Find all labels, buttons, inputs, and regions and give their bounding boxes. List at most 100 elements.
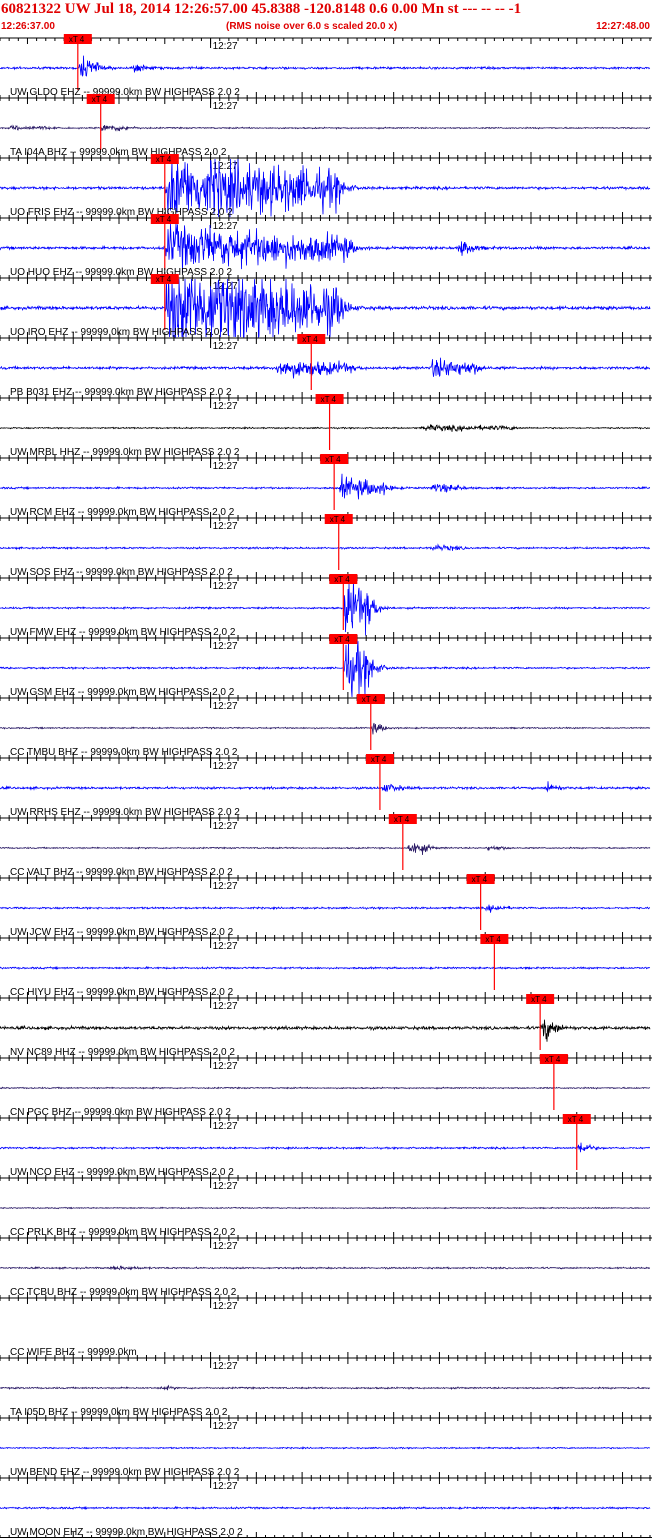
minute-tick-label: 12:27 [213, 221, 238, 232]
pick-box [150, 214, 179, 224]
trace-waveform [0, 843, 651, 856]
station-label: UW GLDO EHZ -- 99999.0km BW HIGHPASS 2.0… [10, 87, 240, 98]
trace-waveform [0, 1265, 651, 1271]
pick-box [329, 574, 358, 584]
trace-waveform [0, 222, 651, 274]
pick-label: xT 4 [472, 875, 488, 884]
station-label: UW MRBL HHZ -- 99999.0km BW HIGHPASS 2.0… [10, 447, 240, 458]
trace-waveform [0, 1505, 651, 1511]
pick-label: xT 4 [156, 275, 172, 284]
start-time: 12:26:37.00 [1, 21, 55, 32]
minute-tick-label: 12:27 [213, 41, 238, 52]
minute-tick-label: 12:27 [213, 761, 238, 772]
pick-box [324, 514, 353, 524]
trace-waveform [0, 424, 651, 432]
trace-waveform [0, 473, 651, 500]
station-label: UW SOS EHZ -- 99999.0km BW HIGHPASS 2.0 … [10, 567, 233, 578]
minute-tick-label: 12:27 [213, 641, 238, 652]
noise-note: (RMS noise over 6.0 s scaled 20.0 x) [226, 21, 398, 32]
minute-tick-label: 12:27 [213, 101, 238, 112]
minute-tick-label: 12:27 [213, 1181, 238, 1192]
trace-waveform [0, 357, 651, 379]
trace-waveform [0, 904, 651, 913]
pick-box [356, 694, 385, 704]
trace-waveform [0, 543, 651, 552]
station-label: UO HUO EHZ -- 99999.0km BW HIGHPASS 2.0 … [10, 267, 233, 278]
pick-box [480, 934, 509, 944]
minute-tick-label: 12:27 [213, 1241, 238, 1252]
station-label: UO FRIS EHZ -- 99999.0km BW HIGHPASS 2.0… [10, 207, 233, 218]
pick-label: xT 4 [485, 935, 501, 944]
pick-label: xT 4 [568, 1115, 584, 1124]
station-label: PB B031 EHZ -- 99999.0km BW HIGHPASS 2.0… [10, 387, 232, 398]
pick-label: xT 4 [531, 995, 547, 1004]
pick-label: xT 4 [156, 215, 172, 224]
trace-waveform [0, 1019, 651, 1042]
trace-waveform [0, 1086, 651, 1090]
station-label: CC TMBU BHZ -- 99999.0km BW HIGHPASS 2.0… [10, 747, 238, 758]
station-label: CC WIFE BHZ -- 99999.0km [10, 1347, 137, 1358]
pick-label: xT 4 [69, 35, 85, 44]
trace-waveform [0, 1445, 651, 1450]
minute-tick-label: 12:27 [213, 1481, 238, 1492]
pick-label: xT 4 [371, 755, 387, 764]
minute-tick-label: 12:27 [213, 941, 238, 952]
pick-label: xT 4 [330, 515, 346, 524]
end-time: 12:27:48.00 [596, 21, 650, 32]
pick-label: xT 4 [302, 335, 318, 344]
pick-box [526, 994, 555, 1004]
minute-tick-label: 12:27 [213, 341, 238, 352]
minute-tick-label: 12:27 [213, 401, 238, 412]
pick-box [388, 814, 417, 824]
pick-box [315, 394, 344, 404]
pick-box [539, 1054, 568, 1064]
station-label: UW NCO EHZ -- 99999.0km BW HIGHPASS 2.0 … [10, 1167, 234, 1178]
station-label: UW JCW EHZ -- 99999.0km BW HIGHPASS 2.0 … [10, 927, 234, 938]
minute-tick-label: 12:27 [213, 461, 238, 472]
pick-box [297, 334, 326, 344]
minute-tick-label: 12:27 [213, 1301, 238, 1312]
pick-box [329, 634, 358, 644]
trace-waveform [0, 278, 651, 339]
trace-waveform [0, 638, 651, 698]
trace-waveform [0, 124, 651, 132]
station-label: UW RCM EHZ -- 99999.0km BW HIGHPASS 2.0 … [10, 507, 235, 518]
header: 60821322 UW Jul 18, 2014 12:26:57.00 45.… [0, 0, 652, 34]
pick-label: xT 4 [334, 635, 350, 644]
station-label: UW MOON EHZ -- 99999.0km BW HIGHPASS 2.0… [10, 1527, 243, 1538]
pick-box [63, 34, 92, 44]
pick-label: xT 4 [362, 695, 378, 704]
station-label: CN PGC BHZ -- 99999.0km BW HIGHPASS 2.0 … [10, 1107, 231, 1118]
minute-tick-label: 12:27 [213, 1001, 238, 1012]
trace-waveform [0, 55, 651, 77]
trace-waveform [0, 578, 651, 636]
trace-waveform [0, 1384, 651, 1391]
minute-tick-label: 12:27 [213, 521, 238, 532]
pick-box [365, 754, 394, 764]
minute-tick-label: 12:27 [213, 701, 238, 712]
trace-waveform [0, 781, 651, 793]
pick-box [320, 454, 349, 464]
minute-tick-label: 12:27 [213, 881, 238, 892]
minute-tick-label: 12:27 [213, 1421, 238, 1432]
station-label: UW RRHS EHZ -- 99999.0km BW HIGHPASS 2.0… [10, 807, 240, 818]
minute-tick-label: 12:27 [213, 1061, 238, 1072]
minute-tick-label: 12:27 [213, 581, 238, 592]
station-label: UW FMW EHZ -- 99999.0km BW HIGHPASS 2.0 … [10, 627, 236, 638]
trace-waveform [0, 1142, 650, 1153]
minute-tick-label: 12:27 [213, 821, 238, 832]
pick-box [150, 274, 179, 284]
trace-waveform [0, 965, 651, 971]
station-label: CC PRLK BHZ -- 99999.0km BW HIGHPASS 2.0… [10, 1227, 236, 1238]
station-label: CC TCBU BHZ -- 99999.0km BW HIGHPASS 2.0… [10, 1287, 237, 1298]
station-label: UW GSM EHZ -- 99999.0km BW HIGHPASS 2.0 … [10, 687, 235, 698]
station-label: TA I05D BHZ -- 99999.0km BW HIGHPASS 2.0… [10, 1407, 228, 1418]
pick-label: xT 4 [321, 395, 337, 404]
pick-label: xT 4 [334, 575, 350, 584]
trace-waveform [0, 722, 651, 735]
minute-tick-label: 12:27 [213, 281, 238, 292]
pick-label: xT 4 [325, 455, 341, 464]
station-label: TA I04A BHZ -- 99999.0km BW HIGHPASS 2.0… [10, 147, 227, 158]
station-label: CC HIYU EHZ -- 99999.0km BW HIGHPASS 2.0… [10, 987, 234, 998]
